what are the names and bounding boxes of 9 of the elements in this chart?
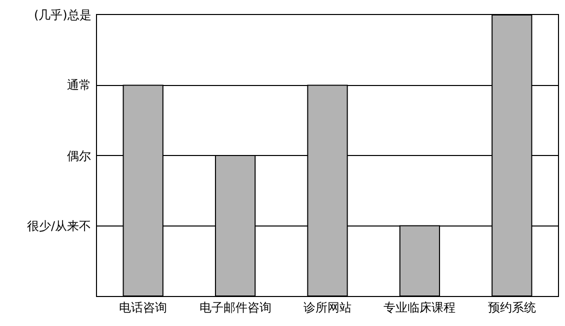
x-tick-label: 电话咨询 — [119, 300, 168, 314]
x-tick-label: 诊所网站 — [304, 300, 352, 314]
x-tick-label: 电子邮件咨询 — [199, 300, 272, 314]
x-tick-label: 专业临床课程 — [384, 300, 456, 314]
text: (几乎)总是 — [34, 8, 92, 22]
text: 偶尔 — [67, 149, 91, 163]
text: 很少/从来不 — [27, 219, 92, 233]
x-tick-label: 预约系统 — [488, 300, 536, 314]
text: 通常 — [67, 78, 91, 92]
